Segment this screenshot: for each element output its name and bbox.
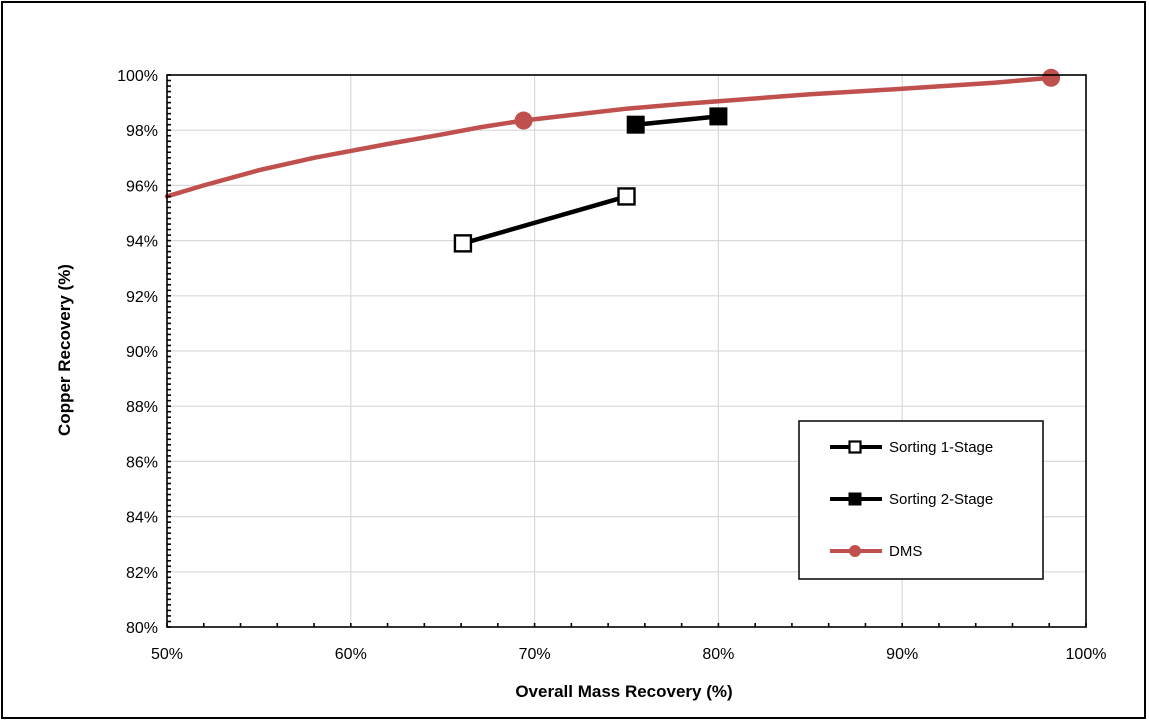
y-tick-label: 92% [126,289,158,306]
x-tick-label: 80% [702,646,734,663]
y-tick-label: 88% [126,399,158,416]
data-point [617,187,636,206]
y-tick-label: 98% [126,123,158,140]
series-line [633,114,721,127]
y-axis-title: Copper Recovery (%) [55,264,74,436]
series-line [164,75,1054,199]
legend-item-sorting-1-stage: Sorting 1-Stage [830,439,993,456]
x-tick-label: 90% [886,646,918,663]
legend-marker-circle [849,545,861,557]
data-point [1042,68,1061,87]
data-point [709,107,728,126]
data-point [514,111,533,130]
y-tick-label: 96% [126,178,158,195]
legend-label-dms: DMS [889,543,922,560]
legend-item-dms: DMS [830,543,922,560]
legend-marker-filled-square [848,492,862,506]
x-tick-label: 100% [1066,646,1107,663]
data-point [453,234,473,253]
series-layer [164,68,1061,253]
x-tick-label: 60% [335,646,367,663]
axes [166,74,1087,628]
data-point [626,115,645,134]
legend-label-sorting-2-stage: Sorting 2-Stage [889,491,993,508]
legend: Sorting 1-Stage Sorting 2-Stage DMS [798,420,1044,580]
y-tick-label: 100% [117,68,158,85]
y-tick-label: 80% [126,620,158,637]
x-tick-label: 70% [519,646,551,663]
tick-labels: 50% 60% 70% 80% 90% 100% 80% 82% 84% 86% 88% 90% 92%… [117,68,1106,663]
x-tick-label: 50% [151,646,183,663]
y-tick-label: 94% [126,234,158,251]
series-line [460,194,629,246]
y-tick-label: 82% [126,565,158,582]
legend-marker-open-square [848,440,862,454]
y-tick-label: 86% [126,454,158,471]
y-tick-label: 90% [126,344,158,361]
legend-label-sorting-1-stage: Sorting 1-Stage [889,439,993,456]
y-tick-label: 84% [126,510,158,527]
x-axis-title: Overall Mass Recovery (%) [515,682,732,701]
legend-item-sorting-2-stage: Sorting 2-Stage [830,491,993,508]
